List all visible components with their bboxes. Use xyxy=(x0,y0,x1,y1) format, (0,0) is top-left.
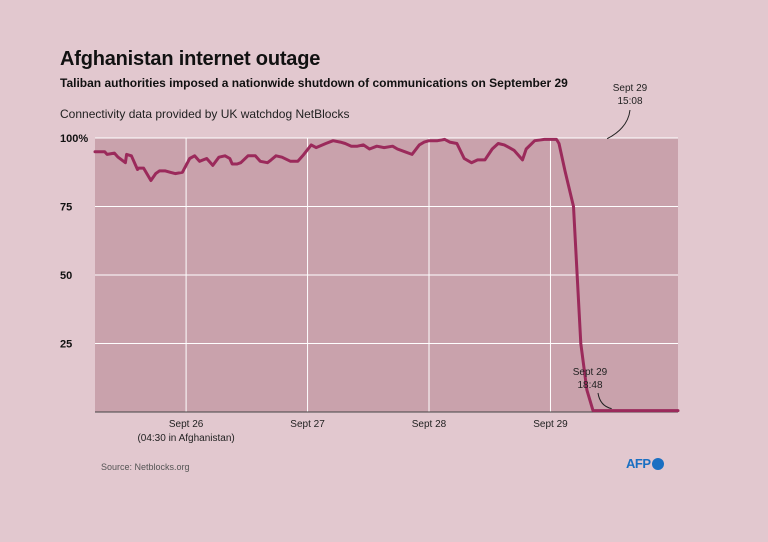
x-tick-label: Sept 27 xyxy=(290,419,325,430)
chart-subtitle: Taliban authorities imposed a nationwide… xyxy=(60,76,568,90)
y-tick-label: 50 xyxy=(60,270,72,282)
annotation-text: Sept 29 xyxy=(573,367,608,378)
x-tick-label: Sept 26 xyxy=(169,419,204,430)
series xyxy=(93,137,680,413)
annotation-text: Sept 29 xyxy=(613,83,648,94)
annotation-text: 18:48 xyxy=(577,380,602,391)
chart-title: Afghanistan internet outage xyxy=(60,48,321,70)
source-note: Source: Netblocks.org xyxy=(101,462,190,472)
annotation-text: 15:08 xyxy=(617,96,642,107)
series-line-connectivity xyxy=(93,137,680,413)
axes: 25 50 75 100% Sept 26 (04:30 in Afghanistan) S… xyxy=(60,133,678,444)
afp-logo: AFP xyxy=(626,456,664,471)
y-tick-label: 25 xyxy=(60,339,72,351)
y-tick-label: 75 xyxy=(60,202,72,214)
annotation-connector xyxy=(597,392,612,410)
annotations: Sept 29 15:08 Sept 29 18:48 xyxy=(573,83,648,410)
y-tick-label: 100% xyxy=(60,133,88,145)
annotation-connector xyxy=(606,109,631,140)
afp-logo-text: AFP xyxy=(626,456,651,471)
afp-logo-dot-icon xyxy=(651,457,664,470)
data-note: Connectivity data provided by UK watchdo… xyxy=(60,107,350,121)
x-tick-sublabel: (04:30 in Afghanistan) xyxy=(137,433,234,444)
x-tick-label: Sept 29 xyxy=(533,419,568,430)
x-tick-label: Sept 28 xyxy=(412,419,447,430)
